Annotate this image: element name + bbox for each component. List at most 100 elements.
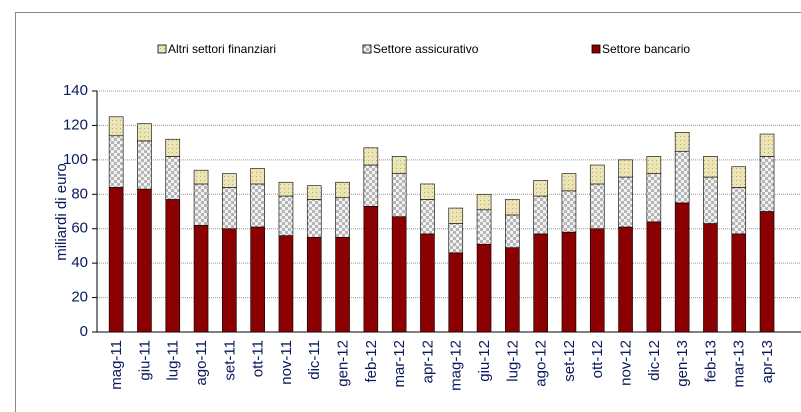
x-tick-label: set-12 xyxy=(561,340,578,382)
x-tick-label: ott-11 xyxy=(250,340,267,377)
bar-segment xyxy=(165,138,181,157)
bar-segment xyxy=(476,209,492,245)
bar-segment xyxy=(250,226,265,333)
bar-segment xyxy=(335,237,350,333)
bar-segment xyxy=(646,173,662,223)
bar-segment xyxy=(674,150,690,204)
bar-segment xyxy=(533,195,548,235)
y-tick-label: 80 xyxy=(71,185,88,202)
bar-segment xyxy=(278,181,294,197)
legend-label: Settore assicurativo xyxy=(373,42,479,56)
bar-segment xyxy=(335,197,350,238)
bar-segment xyxy=(137,188,152,333)
bar-segment xyxy=(703,223,718,333)
bar-segment xyxy=(759,133,775,157)
bar-segment xyxy=(703,156,718,178)
y-tick-label: 140 xyxy=(63,82,88,99)
bar-segment xyxy=(193,224,209,333)
bar-segment xyxy=(448,223,464,254)
bar-segment xyxy=(137,140,152,190)
x-tick-label: mar-13 xyxy=(731,340,748,388)
bar-segment xyxy=(505,214,520,248)
x-tick-label: dic-11 xyxy=(306,340,323,380)
bar-segment xyxy=(533,233,548,333)
bar-segment xyxy=(306,185,322,200)
y-axis-title: miliardi di euro xyxy=(53,163,70,261)
bar-segment xyxy=(250,183,265,228)
bar-segment xyxy=(363,164,379,207)
x-tick-label: nov-11 xyxy=(278,340,295,385)
x-tick-label: lug-11 xyxy=(165,340,182,381)
bar-segment xyxy=(476,243,492,333)
bar-segment xyxy=(306,199,322,238)
bar-segment xyxy=(589,228,605,333)
y-tick-label: 60 xyxy=(71,220,88,237)
bar-segment xyxy=(618,176,633,228)
x-tick-label: lug-12 xyxy=(504,340,521,382)
x-tick-label: feb-12 xyxy=(363,340,380,383)
y-tick-label: 100 xyxy=(63,151,88,168)
bar-segment xyxy=(278,235,294,333)
bar-segment xyxy=(448,252,464,333)
bar-segment xyxy=(306,237,322,333)
bar-segment xyxy=(420,199,435,235)
bar-segment xyxy=(108,135,124,188)
x-tick-label: apr-12 xyxy=(419,340,436,383)
bar-segment xyxy=(391,156,407,174)
x-tick-label: gen-12 xyxy=(335,340,352,387)
bar-segment xyxy=(363,147,379,166)
x-tick-label: ago-11 xyxy=(193,340,210,386)
x-tick-label: feb-13 xyxy=(702,340,719,383)
bar-segment xyxy=(589,164,605,185)
bar-segment xyxy=(448,207,464,224)
legend-swatch xyxy=(362,44,372,54)
bar-segment xyxy=(759,156,775,212)
bar-segment xyxy=(731,187,747,235)
bar-segment xyxy=(703,176,718,224)
bar-segment xyxy=(250,168,265,185)
bar-segment xyxy=(108,116,124,137)
x-tick-label: giu-11 xyxy=(136,340,153,381)
bar-segment xyxy=(193,169,209,185)
x-tick-label: ott-12 xyxy=(589,340,606,378)
bar-segment xyxy=(222,187,237,230)
bar-segment xyxy=(759,211,775,333)
bar-segment xyxy=(420,233,435,333)
bar-segment xyxy=(193,183,209,226)
bar-segment xyxy=(589,183,605,230)
x-tick-label: mag-12 xyxy=(448,340,465,391)
bar-segment xyxy=(391,216,407,333)
bar-segment xyxy=(108,187,124,333)
legend-label: Altri settori finanziari xyxy=(168,42,276,56)
bar-segment xyxy=(222,173,237,188)
y-tick-label: 0 xyxy=(80,323,88,340)
legend-swatch xyxy=(591,44,601,54)
bar-segment xyxy=(646,156,662,174)
y-tick-label: 20 xyxy=(71,289,88,306)
x-tick-label: mar-12 xyxy=(391,340,408,388)
x-tick-label: dic-12 xyxy=(646,340,663,381)
bar-segment xyxy=(505,199,520,216)
x-tick-label: nov-12 xyxy=(618,340,635,386)
bar-segment xyxy=(505,247,520,333)
y-tick-label: 120 xyxy=(63,116,88,133)
bar-segment xyxy=(561,173,577,192)
x-tick-label: gen-13 xyxy=(674,340,691,387)
bar-segment xyxy=(561,231,577,333)
bar-segment xyxy=(391,173,407,217)
bar-segment xyxy=(335,181,350,199)
bar-segment xyxy=(731,233,747,333)
y-tick-label: 40 xyxy=(71,254,88,271)
x-tick-label: apr-13 xyxy=(759,340,776,383)
bar-segment xyxy=(476,193,492,211)
bar-segment xyxy=(646,221,662,333)
bar-segment xyxy=(363,206,379,333)
legend-swatch xyxy=(157,44,167,54)
bar-segment xyxy=(165,199,181,333)
bar-segment xyxy=(674,132,690,152)
legend-label: Settore bancario xyxy=(602,42,690,56)
bar-segment xyxy=(222,228,237,333)
bar-segment xyxy=(731,166,747,188)
x-tick-label: giu-12 xyxy=(476,340,493,382)
